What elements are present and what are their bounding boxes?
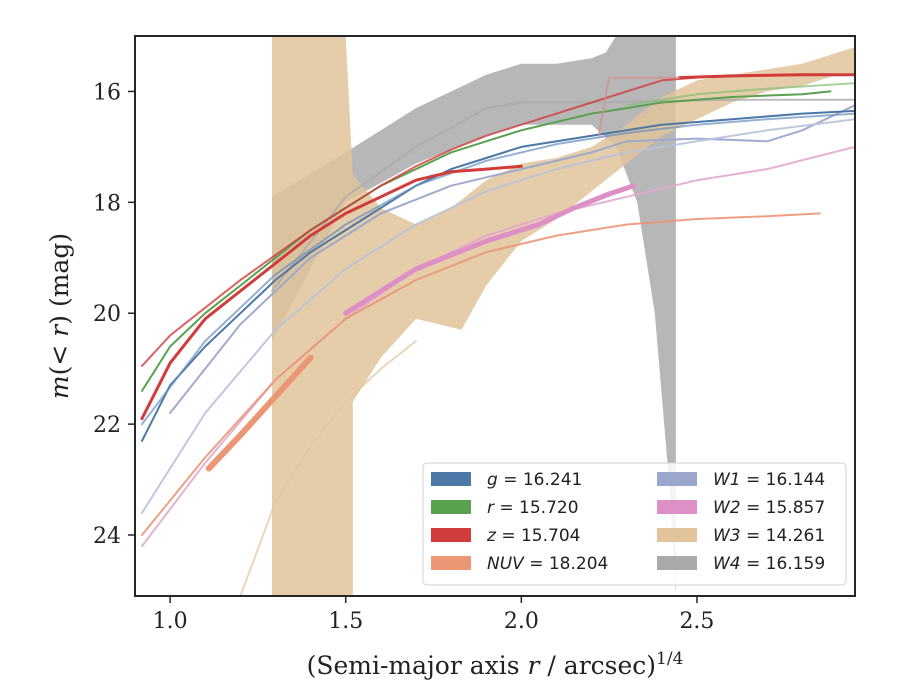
series-line-w2-5 [343,183,637,316]
x-tick-label: 2.5 [679,609,714,634]
series-line-r-11 [625,82,855,107]
legend: g = 16.241 W1 = 16.144 r = 15.720 W2 = 15.8… [422,462,847,586]
plot-frame [134,35,856,597]
legend-entry-w3: W3 = 14.261 [657,526,825,546]
bands-layer [272,36,855,596]
legend-entry-w1: W1 = 16.144 [657,470,825,490]
legend-label: r = 15.720 [487,498,579,518]
series-line-z-15 [597,76,681,137]
series-line-nuv-6 [141,212,821,536]
legend-swatch [657,528,697,542]
legend-entry-z: z = 15.704 [431,526,580,546]
legend-swatch [431,472,471,486]
series-line-w2-4 [141,145,855,548]
x-tick-label: 1.0 [153,609,188,634]
series-line-z-12 [141,76,698,367]
x-axis-label: (Semi-major axis r / arcsec)1/4 [307,649,684,680]
legend-swatch [657,472,697,486]
legend-entry-nuv: NUV = 18.204 [431,554,608,574]
y-tick-label: 16 [93,80,121,105]
series-line-w3-0 [239,340,417,596]
legend-entry-g: g = 16.241 [431,470,582,490]
legend-box [422,462,847,586]
y-tick-label: 18 [93,191,121,216]
x-tick-label: 2.0 [504,609,539,634]
ticks-layer: 1.0 1.5 2.0 2.5 16 18 20 22 24 [93,80,714,634]
legend-label: z = 15.704 [486,526,580,546]
legend-swatch [431,528,471,542]
band-w4-0 [272,36,676,596]
y-tick-label: 20 [93,302,121,327]
legend-label: NUV = 18.204 [487,554,608,574]
legend-entry-w2: W2 = 15.857 [657,498,825,518]
legend-label: g = 16.241 [487,470,582,490]
legend-label: W1 = 16.144 [713,470,825,490]
y-axis-label: m(< r) (mag) [45,233,74,399]
band-w3-1 [272,36,855,596]
legend-label: W3 = 14.261 [713,526,825,546]
legend-swatch [657,500,697,514]
y-tick-label: 24 [93,524,121,549]
legend-label: W2 = 15.857 [713,498,825,518]
legend-swatch [657,556,697,570]
legend-label: W4 = 16.159 [713,554,825,574]
legend-swatch [431,500,471,514]
series-line-w1-3 [141,118,855,514]
x-tick-label: 1.5 [328,609,363,634]
series-line-z-14 [677,73,855,80]
series-line-g-9 [141,112,855,426]
series-layer [140,73,855,596]
series-line-w1-2 [169,104,855,414]
legend-swatch [431,556,471,570]
legend-entry-r: r = 15.720 [431,498,579,518]
series-line-z-13 [140,164,523,421]
y-tick-label: 22 [93,413,121,438]
legend-entry-w4: W4 = 16.159 [657,554,825,574]
series-line-r-10 [141,90,832,392]
series-line-nuv-7 [205,354,314,472]
series-line-w4-1 [271,98,855,292]
